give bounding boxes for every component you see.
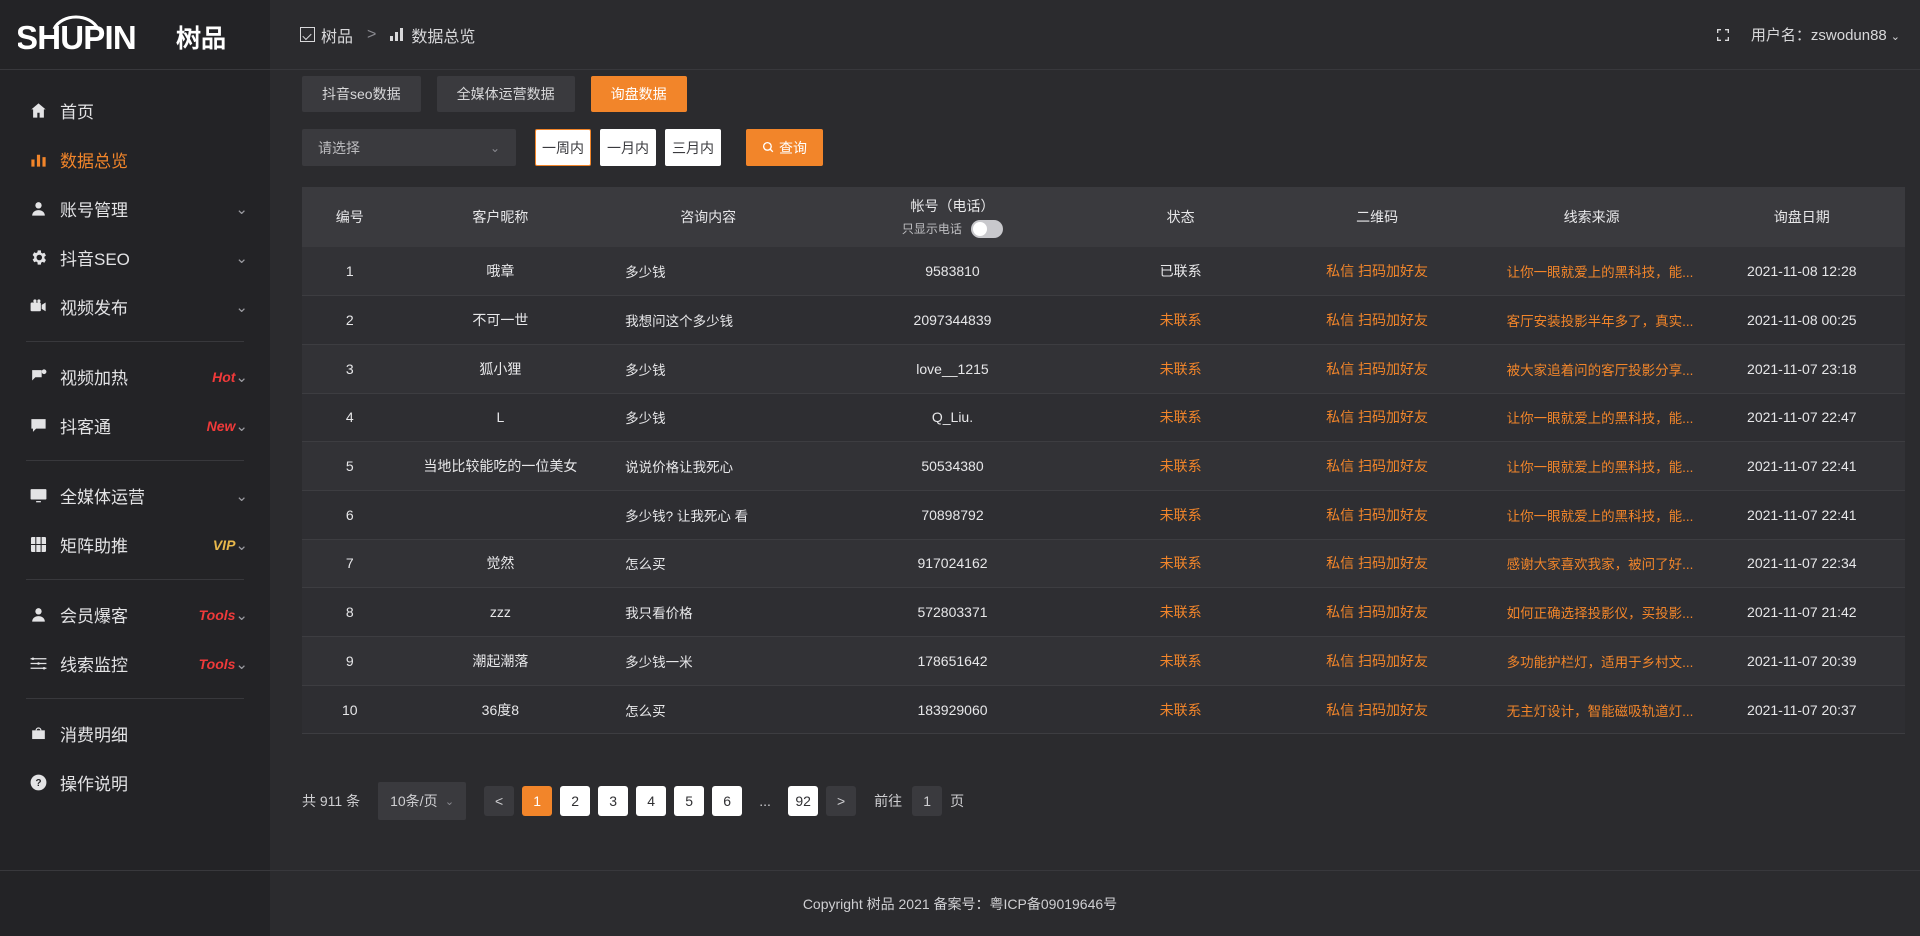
svg-text:?: ? (35, 778, 41, 789)
svg-text:SHUPIN: SHUPIN (18, 19, 136, 56)
svg-text:树品: 树品 (176, 25, 226, 53)
